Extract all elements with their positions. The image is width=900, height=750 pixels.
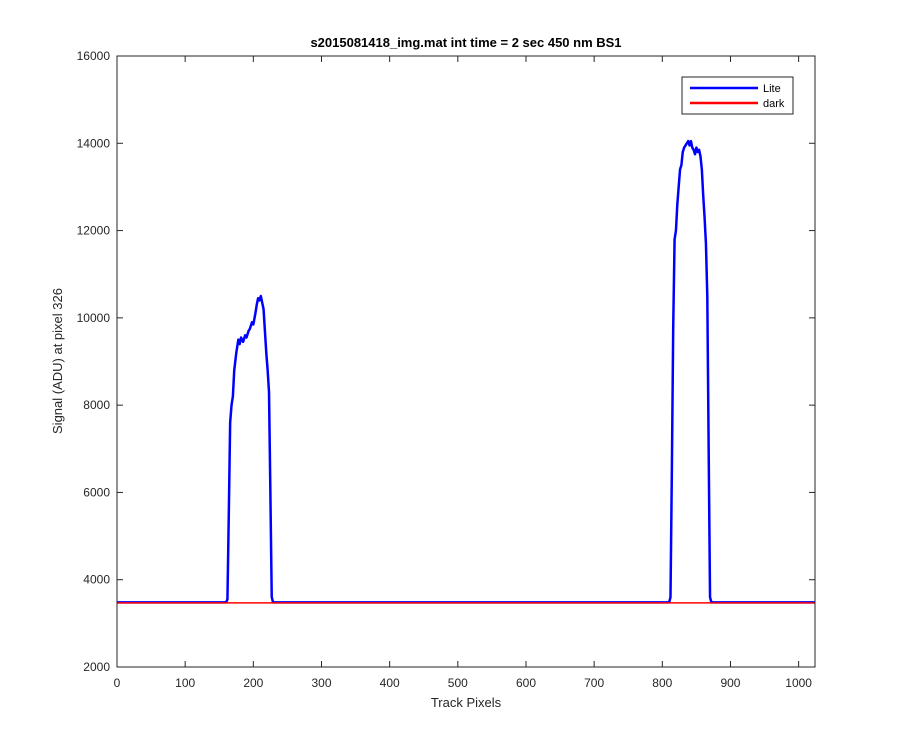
chart-title: s2015081418_img.mat int time = 2 sec 450… [310,35,621,50]
y-tick-label: 16000 [77,49,111,63]
x-tick-label: 0 [114,676,121,690]
x-axis-label: Track Pixels [431,695,502,710]
x-tick-label: 100 [175,676,195,690]
x-tick-label: 300 [311,676,331,690]
plot-area [117,56,815,667]
y-tick-label: 12000 [77,224,111,238]
y-tick-label: 4000 [83,573,110,587]
y-tick-label: 8000 [83,398,110,412]
x-tick-label: 800 [652,676,672,690]
plot-frame [116,55,816,668]
legend-box [681,76,794,115]
y-tick-label: 6000 [83,485,110,499]
series-layer [117,139,815,604]
x-tick-label: 200 [243,676,263,690]
legend-label-dark: dark [763,98,785,110]
x-axis: 0 100 200 300 400 500 600 700 800 900 1000 [114,56,812,690]
x-tick-label: 900 [720,676,740,690]
y-tick-label: 2000 [83,660,110,674]
legend: Lite dark [681,76,794,115]
x-tick-label: 600 [516,676,536,690]
x-tick-label: 700 [584,676,604,690]
x-tick-label: 1000 [785,676,812,690]
x-tick-label: 500 [448,676,468,690]
legend-label-lite: Lite [763,83,781,95]
y-axis: 2000 4000 6000 8000 10000 12000 14000 16000 [77,49,815,674]
y-tick-label: 14000 [77,136,111,150]
x-tick-label: 400 [380,676,400,690]
y-axis-label: Signal (ADU) at pixel 326 [50,288,65,434]
y-tick-label: 10000 [77,311,111,325]
